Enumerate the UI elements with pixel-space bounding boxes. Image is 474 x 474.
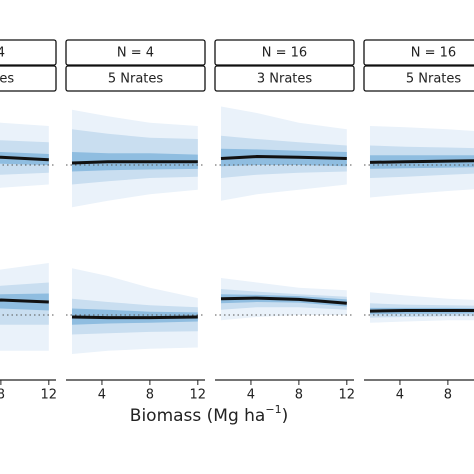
x-tick-label: 4 xyxy=(247,388,255,403)
x-tick-label: 12 xyxy=(41,388,58,403)
x-tick-label: 8 xyxy=(0,388,5,403)
median-line xyxy=(369,308,474,313)
strip-box xyxy=(214,39,355,66)
strip-label: 5 Nrates xyxy=(108,72,164,87)
x-tick-label: 8 xyxy=(295,388,303,403)
strip-label: N = 16 xyxy=(262,46,307,61)
median-line xyxy=(71,315,198,320)
strip-label: N = 16 xyxy=(411,46,456,61)
strip-box xyxy=(363,65,474,92)
x-tick-label: 8 xyxy=(146,388,154,403)
median-line xyxy=(71,160,198,165)
strip-label: 5 Nrates xyxy=(406,72,462,87)
x-tick-label: 12 xyxy=(339,388,356,403)
strip-label: N = 4 xyxy=(0,46,5,61)
x-axis-label: Biomass (Mg ha−1) xyxy=(130,403,288,426)
x-tick-label: 4 xyxy=(98,388,106,403)
strip-box xyxy=(65,65,206,92)
median-line xyxy=(369,159,474,164)
strip-box xyxy=(0,65,57,92)
strip-label: 3 Nrates xyxy=(257,72,313,87)
strip-box xyxy=(214,65,355,92)
median-line xyxy=(220,155,347,160)
median-line xyxy=(0,298,49,304)
strip-box xyxy=(65,39,206,66)
x-tick-label: 12 xyxy=(190,388,207,403)
median-line xyxy=(220,296,347,305)
median-line xyxy=(0,155,49,162)
x-tick-label: 8 xyxy=(444,388,452,403)
strip-label: N = 4 xyxy=(117,46,154,61)
strip-label: 3 Nrates xyxy=(0,72,14,87)
strip-box xyxy=(363,39,474,66)
x-tick-label: 4 xyxy=(396,388,404,403)
strip-box xyxy=(0,39,57,66)
